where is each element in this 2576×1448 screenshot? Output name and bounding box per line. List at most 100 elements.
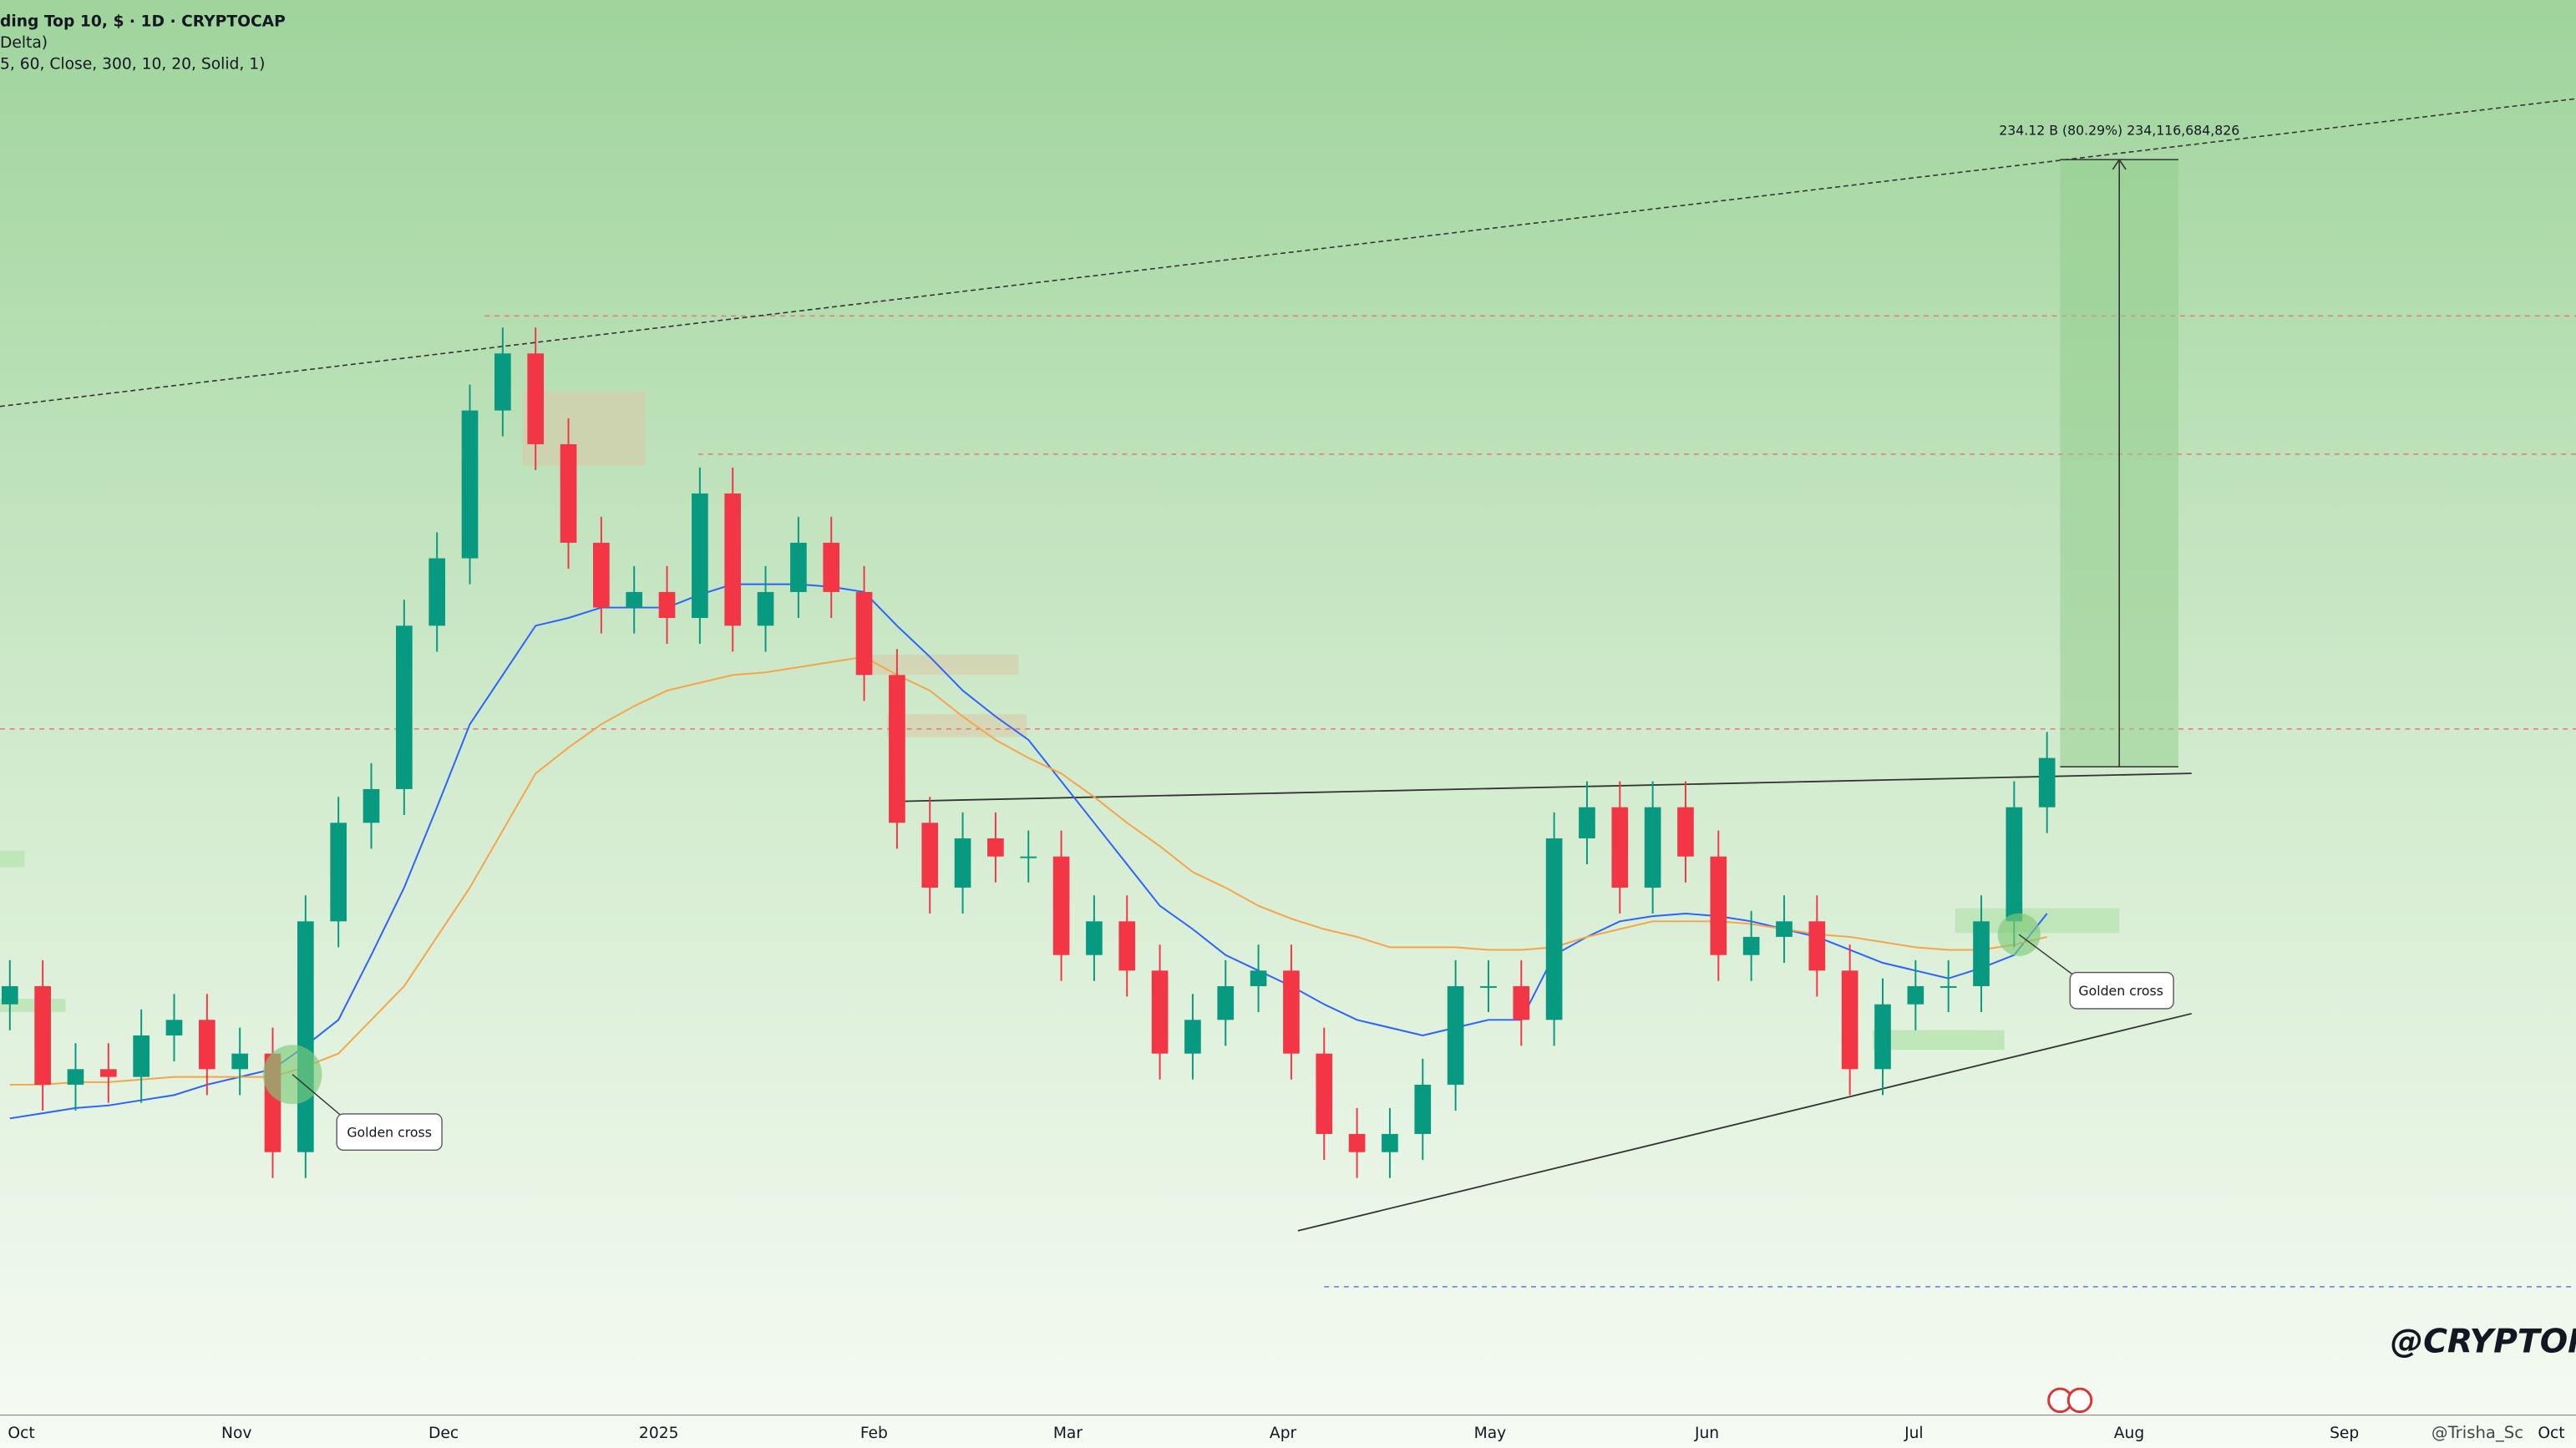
candle-body: [1283, 970, 1300, 1054]
candle-body: [1677, 807, 1694, 857]
candle-body: [494, 353, 511, 411]
resistance-line: [900, 772, 2192, 802]
candle-body: [1611, 807, 1629, 888]
candle-body: [2038, 757, 2056, 808]
marks: [1, 327, 2056, 1178]
callout-text: Golden cross: [2078, 983, 2163, 999]
candle-body: [954, 838, 971, 888]
candle-body: [1776, 921, 1793, 937]
channel-line: [0, 98, 2576, 408]
candle-body: [1052, 856, 1070, 955]
candle-body: [626, 591, 643, 608]
candle-body: [461, 410, 479, 559]
moving-average: [9, 656, 2047, 1086]
x-tick-label: Sep: [2330, 1425, 2359, 1442]
candle-body: [757, 591, 774, 626]
candle-body: [363, 788, 380, 823]
candle-body: [1874, 1004, 1891, 1070]
flags: [2047, 1387, 2093, 1414]
candle-body: [1940, 985, 1957, 988]
candle-body: [790, 542, 807, 592]
candle-body: [1151, 970, 1169, 1054]
credit: @Trisha_Sc: [2431, 1423, 2523, 1442]
candle-body: [396, 625, 413, 789]
candle-body: [527, 353, 545, 444]
candle-body: [1184, 1020, 1201, 1054]
candle-body: [1841, 970, 1858, 1070]
candle-body: [1644, 807, 1661, 888]
watermark: @CRYPTOM: [2391, 1323, 2576, 1361]
candle-body: [1020, 856, 1037, 858]
candle-body: [1348, 1133, 1366, 1152]
demand-zone: [0, 850, 25, 868]
x-tick-label: Dec: [428, 1425, 459, 1442]
candle-body: [1250, 970, 1267, 986]
candle-body: [889, 675, 905, 823]
callout-text: Golden cross: [347, 1125, 432, 1141]
candle-body: [1579, 807, 1595, 838]
measure-arrowhead: [2112, 158, 2127, 170]
zones: [0, 391, 2120, 1051]
demand-zone: [1873, 1030, 2005, 1051]
candle-body: [1973, 921, 1990, 986]
candle-body: [921, 823, 939, 888]
x-tick-label: Oct: [8, 1425, 34, 1442]
candle-body: [133, 1035, 150, 1077]
candle-body: [987, 838, 1004, 857]
candle-body: [428, 558, 446, 626]
candle-body: [1316, 1053, 1333, 1134]
x-tick-label: Nov: [221, 1425, 251, 1442]
indicator-label: 5, 60, Close, 300, 10, 20, Solid, 1): [0, 56, 265, 73]
chart-title: ding Top 10, $ · 1D · CRYPTOCAP: [0, 13, 286, 31]
candle-body: [99, 1069, 117, 1077]
callout-line: [2018, 934, 2077, 979]
candle-body: [1480, 985, 1497, 988]
candle-body: [1447, 985, 1464, 1085]
callouts: Golden cross Golden cross: [262, 913, 2174, 1152]
candle-body: [1545, 838, 1563, 1020]
candle-body: [1907, 985, 1924, 1005]
candle-body: [855, 591, 873, 676]
candle-body: [1710, 856, 1727, 955]
x-tick-label: Feb: [860, 1425, 888, 1442]
x-tick-label: Jun: [1694, 1425, 1719, 1442]
callout-box: [2069, 971, 2174, 1010]
candle-body: [1808, 921, 1826, 971]
candle-body: [658, 591, 676, 618]
candle-body: [1382, 1133, 1398, 1152]
x-tick-label: Aug: [2114, 1425, 2144, 1442]
candle-body: [1217, 985, 1235, 1020]
callout-box: [336, 1113, 443, 1152]
candle-body: [1086, 921, 1103, 955]
measure-label: 234.12 B (80.29%) 234,116,684,826: [1999, 123, 2239, 139]
supply-zone: [887, 714, 1027, 737]
x-tick-label: Jul: [1904, 1425, 1924, 1442]
candle-body: [165, 1020, 183, 1035]
candle-body: [1513, 985, 1530, 1020]
x-tick-label: Mar: [1053, 1425, 1083, 1442]
candle-body: [2006, 807, 2023, 922]
x-tick-label: 2025: [639, 1425, 679, 1442]
flag-icon: [2066, 1387, 2093, 1414]
measure: 234.12 B (80.29%) 234,116,684,826: [1999, 123, 2239, 768]
supply-zone: [870, 655, 1019, 675]
drawings: [0, 98, 2576, 1288]
candle-body: [67, 1069, 84, 1085]
candle-body: [593, 542, 610, 608]
support-line: [1297, 1012, 2192, 1232]
candle-body: [297, 921, 314, 1152]
candle-body: [1, 985, 18, 1005]
candle-body: [692, 493, 708, 618]
x-tick-label: May: [1474, 1425, 1507, 1442]
x-tick-label: Oct: [2538, 1425, 2564, 1442]
candle-body: [1414, 1084, 1432, 1134]
moving-average: [9, 583, 2048, 1120]
candle-body: [198, 1020, 216, 1070]
candle-body: [231, 1053, 248, 1070]
callout-line: [292, 1074, 346, 1120]
candle-body: [330, 823, 347, 922]
candle-body: [823, 542, 840, 592]
